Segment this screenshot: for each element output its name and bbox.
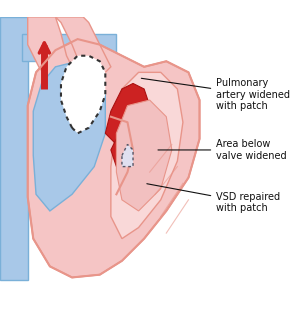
Polygon shape xyxy=(28,39,200,277)
Polygon shape xyxy=(122,144,133,167)
Polygon shape xyxy=(111,133,139,167)
Polygon shape xyxy=(56,17,111,72)
Text: VSD repaired
with patch: VSD repaired with patch xyxy=(147,184,280,213)
Polygon shape xyxy=(28,17,78,89)
Polygon shape xyxy=(33,61,105,211)
Polygon shape xyxy=(105,83,150,150)
Polygon shape xyxy=(0,17,28,280)
Polygon shape xyxy=(111,72,183,239)
Text: Pulmonary
artery widened
with patch: Pulmonary artery widened with patch xyxy=(141,78,290,111)
Polygon shape xyxy=(61,56,105,133)
Polygon shape xyxy=(116,100,172,211)
Polygon shape xyxy=(22,34,116,61)
Text: Area below
valve widened: Area below valve widened xyxy=(158,139,287,161)
